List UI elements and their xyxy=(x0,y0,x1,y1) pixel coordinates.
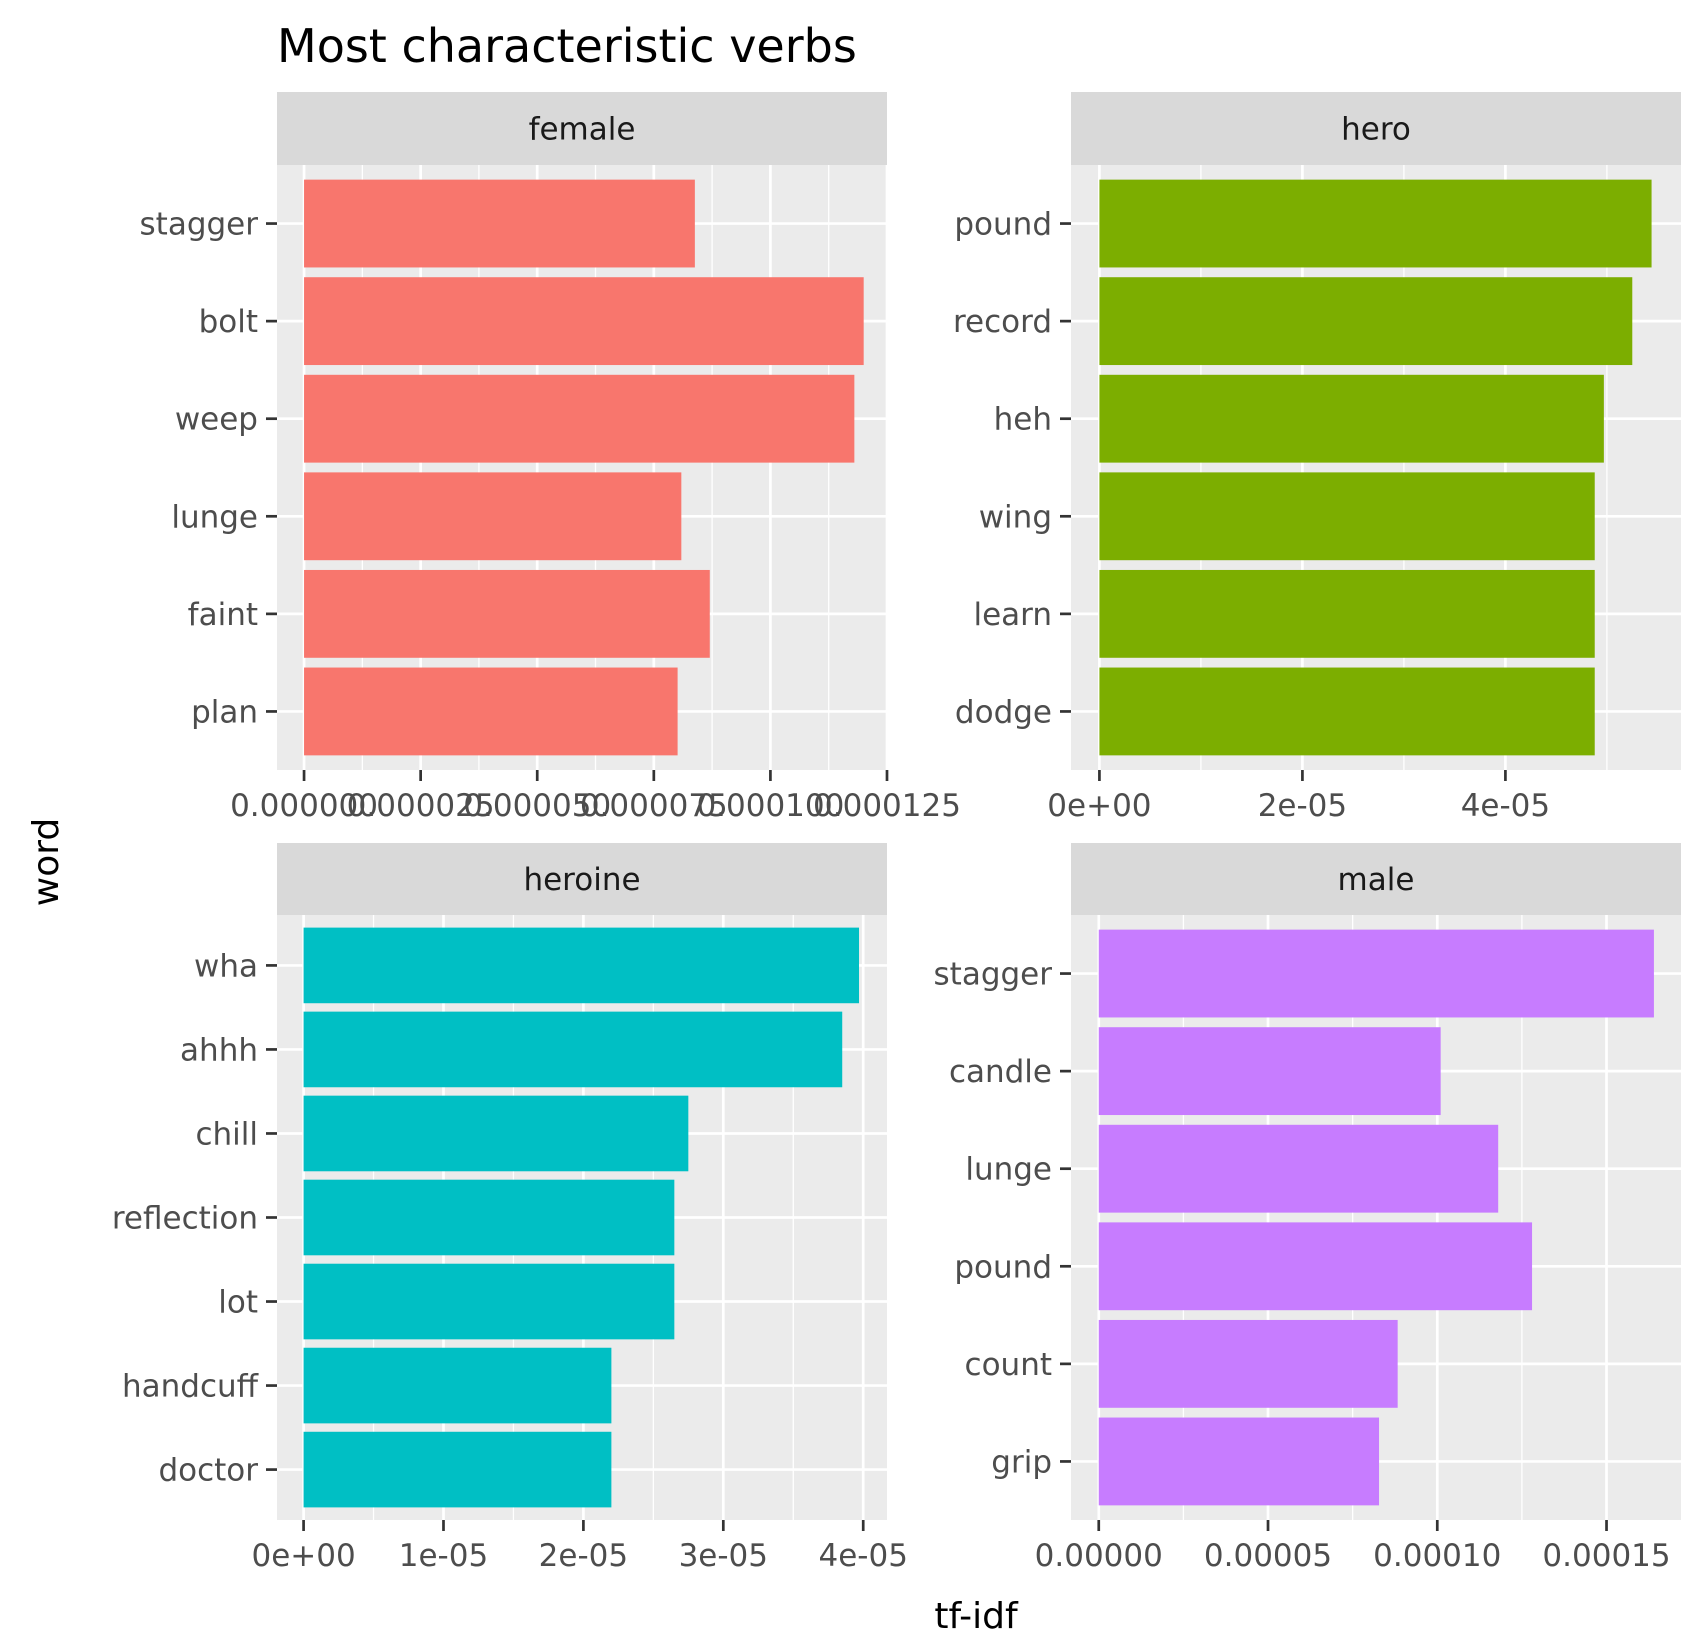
x-tick-label: 0e+00 xyxy=(251,1538,355,1574)
y-tick-label: pound xyxy=(954,207,1052,243)
facet-strip-label: female xyxy=(529,112,636,148)
y-axis-title: word xyxy=(26,818,67,907)
bar-heroine-wha xyxy=(303,927,860,1004)
x-tick-label: 0.000125 xyxy=(813,788,961,824)
bar-hero-dodge xyxy=(1099,667,1595,756)
bar-female-faint xyxy=(304,569,710,658)
facet-strip xyxy=(1071,92,1681,165)
x-tick-label: 0e+00 xyxy=(1047,788,1151,824)
y-tick-label: grip xyxy=(991,1444,1052,1480)
x-tick-label: 2e-05 xyxy=(539,1538,628,1574)
y-tick-label: heh xyxy=(994,402,1052,438)
bar-hero-record xyxy=(1099,277,1633,366)
x-tick-label: 0.00015 xyxy=(1542,1538,1670,1574)
bar-hero-learn xyxy=(1099,569,1595,658)
y-tick-label: weep xyxy=(175,402,258,438)
y-tick-label: candle xyxy=(949,1054,1052,1090)
x-tick-label: 0.00005 xyxy=(1204,1538,1332,1574)
facet-strip xyxy=(1071,843,1681,915)
facet-panel-heroine: heroine wha ahhh chill reflection lot handcuff… xyxy=(112,843,908,1574)
chart-title: Most characteristic verbs xyxy=(277,19,857,73)
y-tick-label: dodge xyxy=(955,694,1052,730)
x-tick-label: 0.000100 xyxy=(696,788,844,824)
x-tick-label: 0.000025 xyxy=(347,788,495,824)
bar-heroine-lot xyxy=(303,1263,675,1340)
facet-strip xyxy=(277,843,887,915)
bar-heroine-chill xyxy=(303,1095,689,1172)
y-tick-label: learn xyxy=(973,597,1052,633)
facet-strip-label: male xyxy=(1338,862,1415,898)
bar-female-bolt xyxy=(304,277,864,366)
bar-male-grip xyxy=(1098,1417,1380,1506)
bar-hero-wing xyxy=(1099,472,1595,561)
facet-panel-male: male stagger candle lunge pound count grip 0.00… xyxy=(934,843,1681,1574)
y-tick-label: doctor xyxy=(158,1453,258,1489)
facet-panel-hero: hero pound record heh wing learn dodge 0e+00 2e-… xyxy=(953,92,1681,824)
facet-strip-label: hero xyxy=(1341,112,1411,148)
y-tick-label: handcuff xyxy=(122,1369,259,1405)
facet-panels: female stagger bolt weep lunge faint plan 0.000… xyxy=(112,92,1681,1574)
x-tick-label: 0.000075 xyxy=(580,788,728,824)
bar-heroine-reflection xyxy=(303,1179,675,1256)
bar-hero-pound xyxy=(1099,179,1652,268)
bar-female-weep xyxy=(304,374,855,463)
x-tick-label: 2e-05 xyxy=(1258,788,1347,824)
bar-heroine-doctor xyxy=(303,1431,612,1508)
y-tick-label: stagger xyxy=(934,957,1053,993)
y-tick-label: plan xyxy=(191,694,258,730)
bar-male-candle xyxy=(1098,1027,1441,1116)
y-tick-label: stagger xyxy=(140,207,259,243)
y-tick-label: bolt xyxy=(199,304,258,340)
x-tick-label: 4e-05 xyxy=(818,1538,907,1574)
bar-heroine-handcuff xyxy=(303,1347,612,1424)
bar-heroine-ahhh xyxy=(303,1011,843,1088)
y-tick-label: lot xyxy=(218,1285,258,1321)
y-tick-label: record xyxy=(953,304,1052,340)
y-tick-label: ahhh xyxy=(180,1032,258,1068)
x-tick-label: 0.00000 xyxy=(1035,1538,1163,1574)
y-tick-label: lunge xyxy=(965,1152,1052,1188)
y-tick-label: wing xyxy=(979,499,1052,535)
bar-female-stagger xyxy=(304,179,695,268)
y-tick-label: wha xyxy=(194,948,258,984)
facet-panel-female: female stagger bolt weep lunge faint plan 0.000… xyxy=(140,92,961,824)
x-tick-label: 0.000050 xyxy=(463,788,611,824)
y-tick-label: chill xyxy=(195,1116,258,1152)
y-tick-label: count xyxy=(965,1347,1052,1383)
facet-strip-label: heroine xyxy=(523,862,640,898)
y-tick-label: reflection xyxy=(112,1201,258,1237)
y-tick-label: pound xyxy=(954,1249,1052,1285)
y-tick-label: lunge xyxy=(171,499,258,535)
x-tick-label: 0.000000 xyxy=(230,788,378,824)
x-tick-label: 0.00010 xyxy=(1373,1538,1501,1574)
x-tick-label: 3e-05 xyxy=(679,1538,768,1574)
bar-male-pound xyxy=(1098,1222,1533,1311)
bar-female-lunge xyxy=(304,472,682,561)
bar-male-stagger xyxy=(1098,929,1654,1018)
x-axis-title: tf-idf xyxy=(934,1596,1019,1637)
bar-hero-heh xyxy=(1099,374,1604,463)
facet-strip xyxy=(277,92,887,165)
bar-male-lunge xyxy=(1098,1124,1499,1213)
x-tick-label: 4e-05 xyxy=(1461,788,1550,824)
bar-male-count xyxy=(1098,1319,1398,1408)
bar-female-plan xyxy=(304,667,678,756)
x-tick-label: 1e-05 xyxy=(399,1538,488,1574)
y-tick-label: faint xyxy=(188,597,258,633)
